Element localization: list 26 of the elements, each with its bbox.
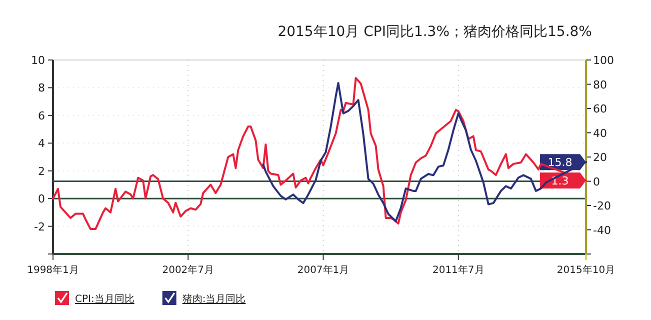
y2-tick-label: 40 <box>593 126 607 140</box>
y2-tick-label: 20 <box>593 151 607 164</box>
y-tick-label: -2 <box>34 220 45 234</box>
y2-tick-label: 0 <box>593 175 600 188</box>
x-tick-label: 2002年7月 <box>162 264 214 276</box>
x-tick-label: 2015年10月 <box>556 264 616 276</box>
x-tick-label: 2007年1月 <box>297 264 350 276</box>
y-tick-label: 6 <box>38 109 45 122</box>
y-tick-label: 0 <box>38 192 45 206</box>
line-series <box>52 77 587 230</box>
y2-tick-label: -20 <box>593 200 611 212</box>
y2-tick-label: 60 <box>593 102 607 116</box>
y2-tick-label: -40 <box>593 224 611 237</box>
y-tick-label: 10 <box>31 54 45 67</box>
x-tick-label: 1998年1月 <box>27 264 79 276</box>
y-tick-label: 2 <box>38 164 45 178</box>
legend-label: CPI:当月同比 <box>75 293 134 305</box>
chart-title: 2015年10月 CPI同比1.3%；猪肉价格同比15.8% <box>278 24 592 40</box>
y2-tick-label: 80 <box>593 78 607 92</box>
annotation: 15.8 <box>548 156 572 170</box>
y2-tick-label: 100 <box>593 54 614 67</box>
y-tick-label: 8 <box>38 82 45 95</box>
legend-label: 猪肉:当月同比 <box>182 293 246 305</box>
y-tick-label: 4 <box>38 137 45 150</box>
line-series <box>262 82 587 222</box>
x-tick-label: 2011年7月 <box>432 264 484 276</box>
